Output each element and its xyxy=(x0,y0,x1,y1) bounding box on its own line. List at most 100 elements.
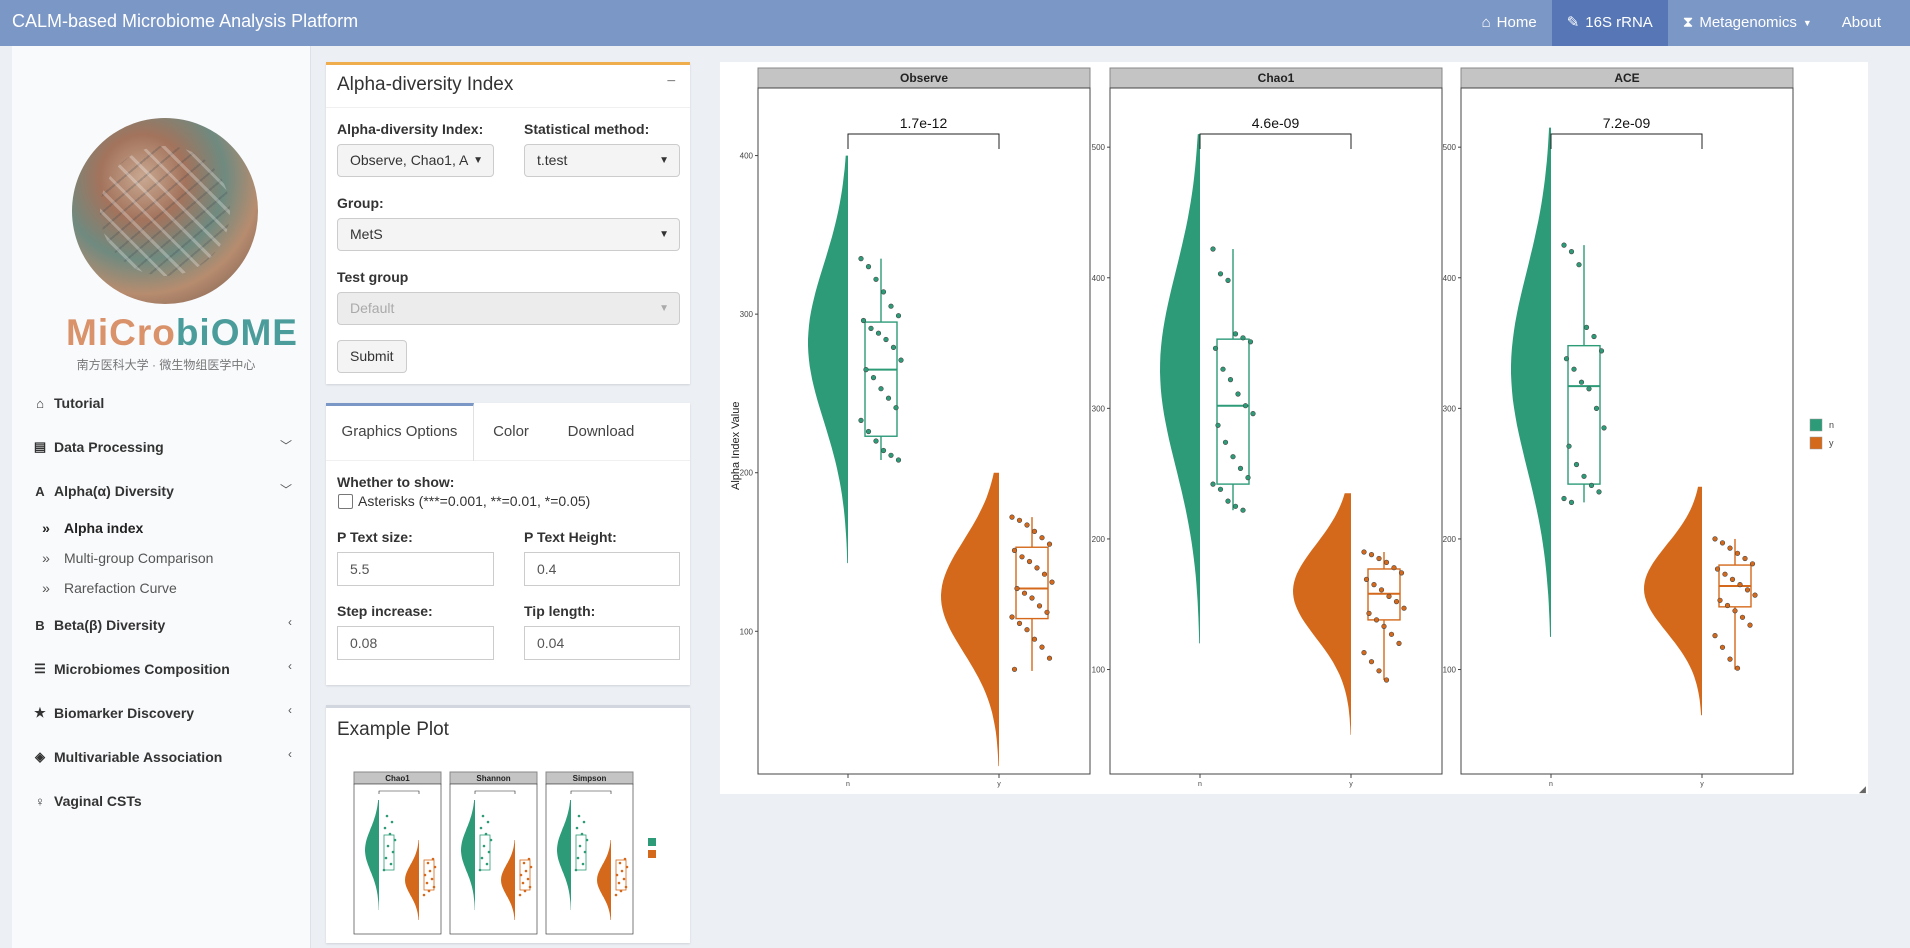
jitter-y-point xyxy=(1041,571,1048,577)
tab-graphics-options[interactable]: Graphics Options xyxy=(326,403,474,461)
facet-strip-label: ACE xyxy=(1614,71,1639,85)
jitter-n-point xyxy=(880,447,887,454)
collapse-button[interactable]: − xyxy=(666,73,676,90)
mini-point xyxy=(422,893,426,897)
mini-point xyxy=(391,850,395,854)
panel-observe: Observe 100 200 300 400 n y 1.7e-12 xyxy=(740,67,1091,788)
alpha-index-select[interactable]: Observe, Chao1, A ▼ xyxy=(337,144,494,177)
jitter-y-point xyxy=(1031,528,1038,535)
sidebar-sub-label: Rarefaction Curve xyxy=(64,580,177,596)
step-increase-input[interactable]: 0.08 xyxy=(337,626,494,660)
jitter-y-point xyxy=(1368,552,1375,558)
jitter-y-point xyxy=(1722,571,1728,577)
tab-color[interactable]: Color xyxy=(493,423,529,440)
jitter-n-point xyxy=(865,428,872,435)
statistical-method-select[interactable]: t.test ▼ xyxy=(524,144,680,177)
jitter-n-point xyxy=(1247,339,1254,345)
jitter-n-point xyxy=(870,375,877,381)
mini-point xyxy=(625,865,629,869)
mini-point xyxy=(526,877,530,881)
mini-point xyxy=(426,861,430,865)
jitter-n-point xyxy=(1586,386,1592,392)
jitter-n-point xyxy=(888,452,894,458)
group-value: MetS xyxy=(350,226,383,242)
p-text-height-input[interactable]: 0.4 xyxy=(524,552,680,586)
jitter-y-point xyxy=(1752,592,1758,598)
sidebar-item-biomarker[interactable]: ★ Biomarker Discovery ‹ xyxy=(30,698,312,728)
mini-point xyxy=(393,838,397,842)
p-text-size-input[interactable]: 5.5 xyxy=(337,552,494,586)
example-plot-image[interactable]: Chao1 Shannon Simpson xyxy=(326,760,690,946)
mini-point xyxy=(486,820,490,824)
jitter-y-point xyxy=(1739,614,1746,620)
sidebar-sub-multi-group[interactable]: » Multi-group Comparison xyxy=(34,546,213,570)
sidebar-item-data-processing[interactable]: ▤ Data Processing ﹀ xyxy=(30,432,312,462)
nav-home[interactable]: ⌂ Home xyxy=(1467,0,1552,46)
mini-point xyxy=(518,893,522,897)
mini-point xyxy=(382,868,386,872)
sidebar-sub-rarefaction[interactable]: » Rarefaction Curve xyxy=(34,576,177,600)
sidebar-item-multivariable[interactable]: ◈ Multivariable Association ‹ xyxy=(30,742,312,772)
jitter-y-point xyxy=(1016,517,1023,523)
asterisks-checkbox[interactable] xyxy=(338,494,353,509)
sidebar-item-composition[interactable]: ☰ Microbiomes Composition ‹ xyxy=(30,654,312,684)
mini-point xyxy=(614,893,618,897)
mini-point xyxy=(384,856,388,860)
panel-frame xyxy=(1109,87,1443,775)
alpha-diversity-chart: Observe 100 200 300 400 n y 1.7e-12 Chao1 100 200 3… xyxy=(720,62,1868,794)
bars-icon: ☰ xyxy=(34,661,46,676)
significance-bracket xyxy=(1550,133,1703,149)
chevron-left-icon: ‹ xyxy=(288,703,292,717)
jitter-n-point xyxy=(1598,348,1605,354)
caret-down-icon: ▼ xyxy=(473,155,483,166)
legend-label: n xyxy=(1829,420,1834,430)
sidebar-item-beta-diversity[interactable]: B Beta(β) Diversity ‹ xyxy=(30,610,312,640)
jitter-y-point xyxy=(1727,656,1733,662)
sidebar-item-label: Vaginal CSTs xyxy=(54,793,142,809)
jitter-y-point xyxy=(1734,665,1741,671)
x-tick-label: y xyxy=(997,781,1001,788)
jitter-n-point xyxy=(1212,345,1219,351)
jitter-y-point xyxy=(1747,622,1753,628)
chevron-left-icon: ‹ xyxy=(288,659,292,673)
mini-point xyxy=(390,820,394,824)
panel-frame xyxy=(1460,87,1794,775)
significance-bracket xyxy=(847,133,1000,149)
jitter-n-point xyxy=(1225,498,1231,504)
nav-about[interactable]: About xyxy=(1827,0,1896,46)
mini-point xyxy=(484,832,488,836)
app-title[interactable]: CALM-based Microbiome Analysis Platform xyxy=(12,11,359,31)
jitter-n-point xyxy=(1225,277,1231,283)
sidebar-item-tutorial[interactable]: ⌂ Tutorial xyxy=(30,388,312,418)
nav-metagenomics[interactable]: ⧗ Metagenomics ▼ xyxy=(1668,0,1827,46)
group-select[interactable]: MetS ▼ xyxy=(337,218,680,251)
submit-button[interactable]: Submit xyxy=(337,340,407,373)
mini-point xyxy=(485,862,489,866)
sidebar-item-label: Microbiomes Composition xyxy=(54,661,230,677)
sidebar-sub-alpha-index[interactable]: » Alpha index xyxy=(34,516,143,540)
jitter-n-point xyxy=(1596,489,1602,495)
tab-download[interactable]: Download xyxy=(567,423,635,440)
mini-legend-key xyxy=(648,850,656,858)
jitter-y-point xyxy=(1714,566,1721,572)
jitter-y-point xyxy=(1031,636,1038,642)
sidebar-item-alpha-diversity[interactable]: A Alpha(α) Diversity ﹀ xyxy=(30,476,312,506)
tip-length-input[interactable]: 0.04 xyxy=(524,626,680,660)
jitter-y-point xyxy=(1727,545,1733,551)
jitter-y-point xyxy=(1016,620,1023,627)
jitter-n-point xyxy=(1581,473,1587,479)
mini-point xyxy=(386,844,390,848)
violin-y xyxy=(941,472,999,767)
sidebar-item-vaginal[interactable]: ♀ Vaginal CSTs xyxy=(30,786,312,816)
mini-point xyxy=(580,832,584,836)
test-group-select[interactable]: Default ▼ xyxy=(337,292,680,325)
jitter-y-point xyxy=(1019,554,1025,560)
jitter-y-point xyxy=(1398,570,1405,576)
chart-legend: ny xyxy=(1809,418,1834,450)
jitter-y-point xyxy=(1014,585,1020,592)
nav-16s-rrna[interactable]: ✎ 16S rRNA xyxy=(1551,0,1668,46)
resize-handle-icon[interactable]: ◢ xyxy=(1859,784,1866,794)
mini-point xyxy=(478,868,482,872)
jitter-n-point xyxy=(860,317,867,324)
mini-point xyxy=(620,869,624,873)
